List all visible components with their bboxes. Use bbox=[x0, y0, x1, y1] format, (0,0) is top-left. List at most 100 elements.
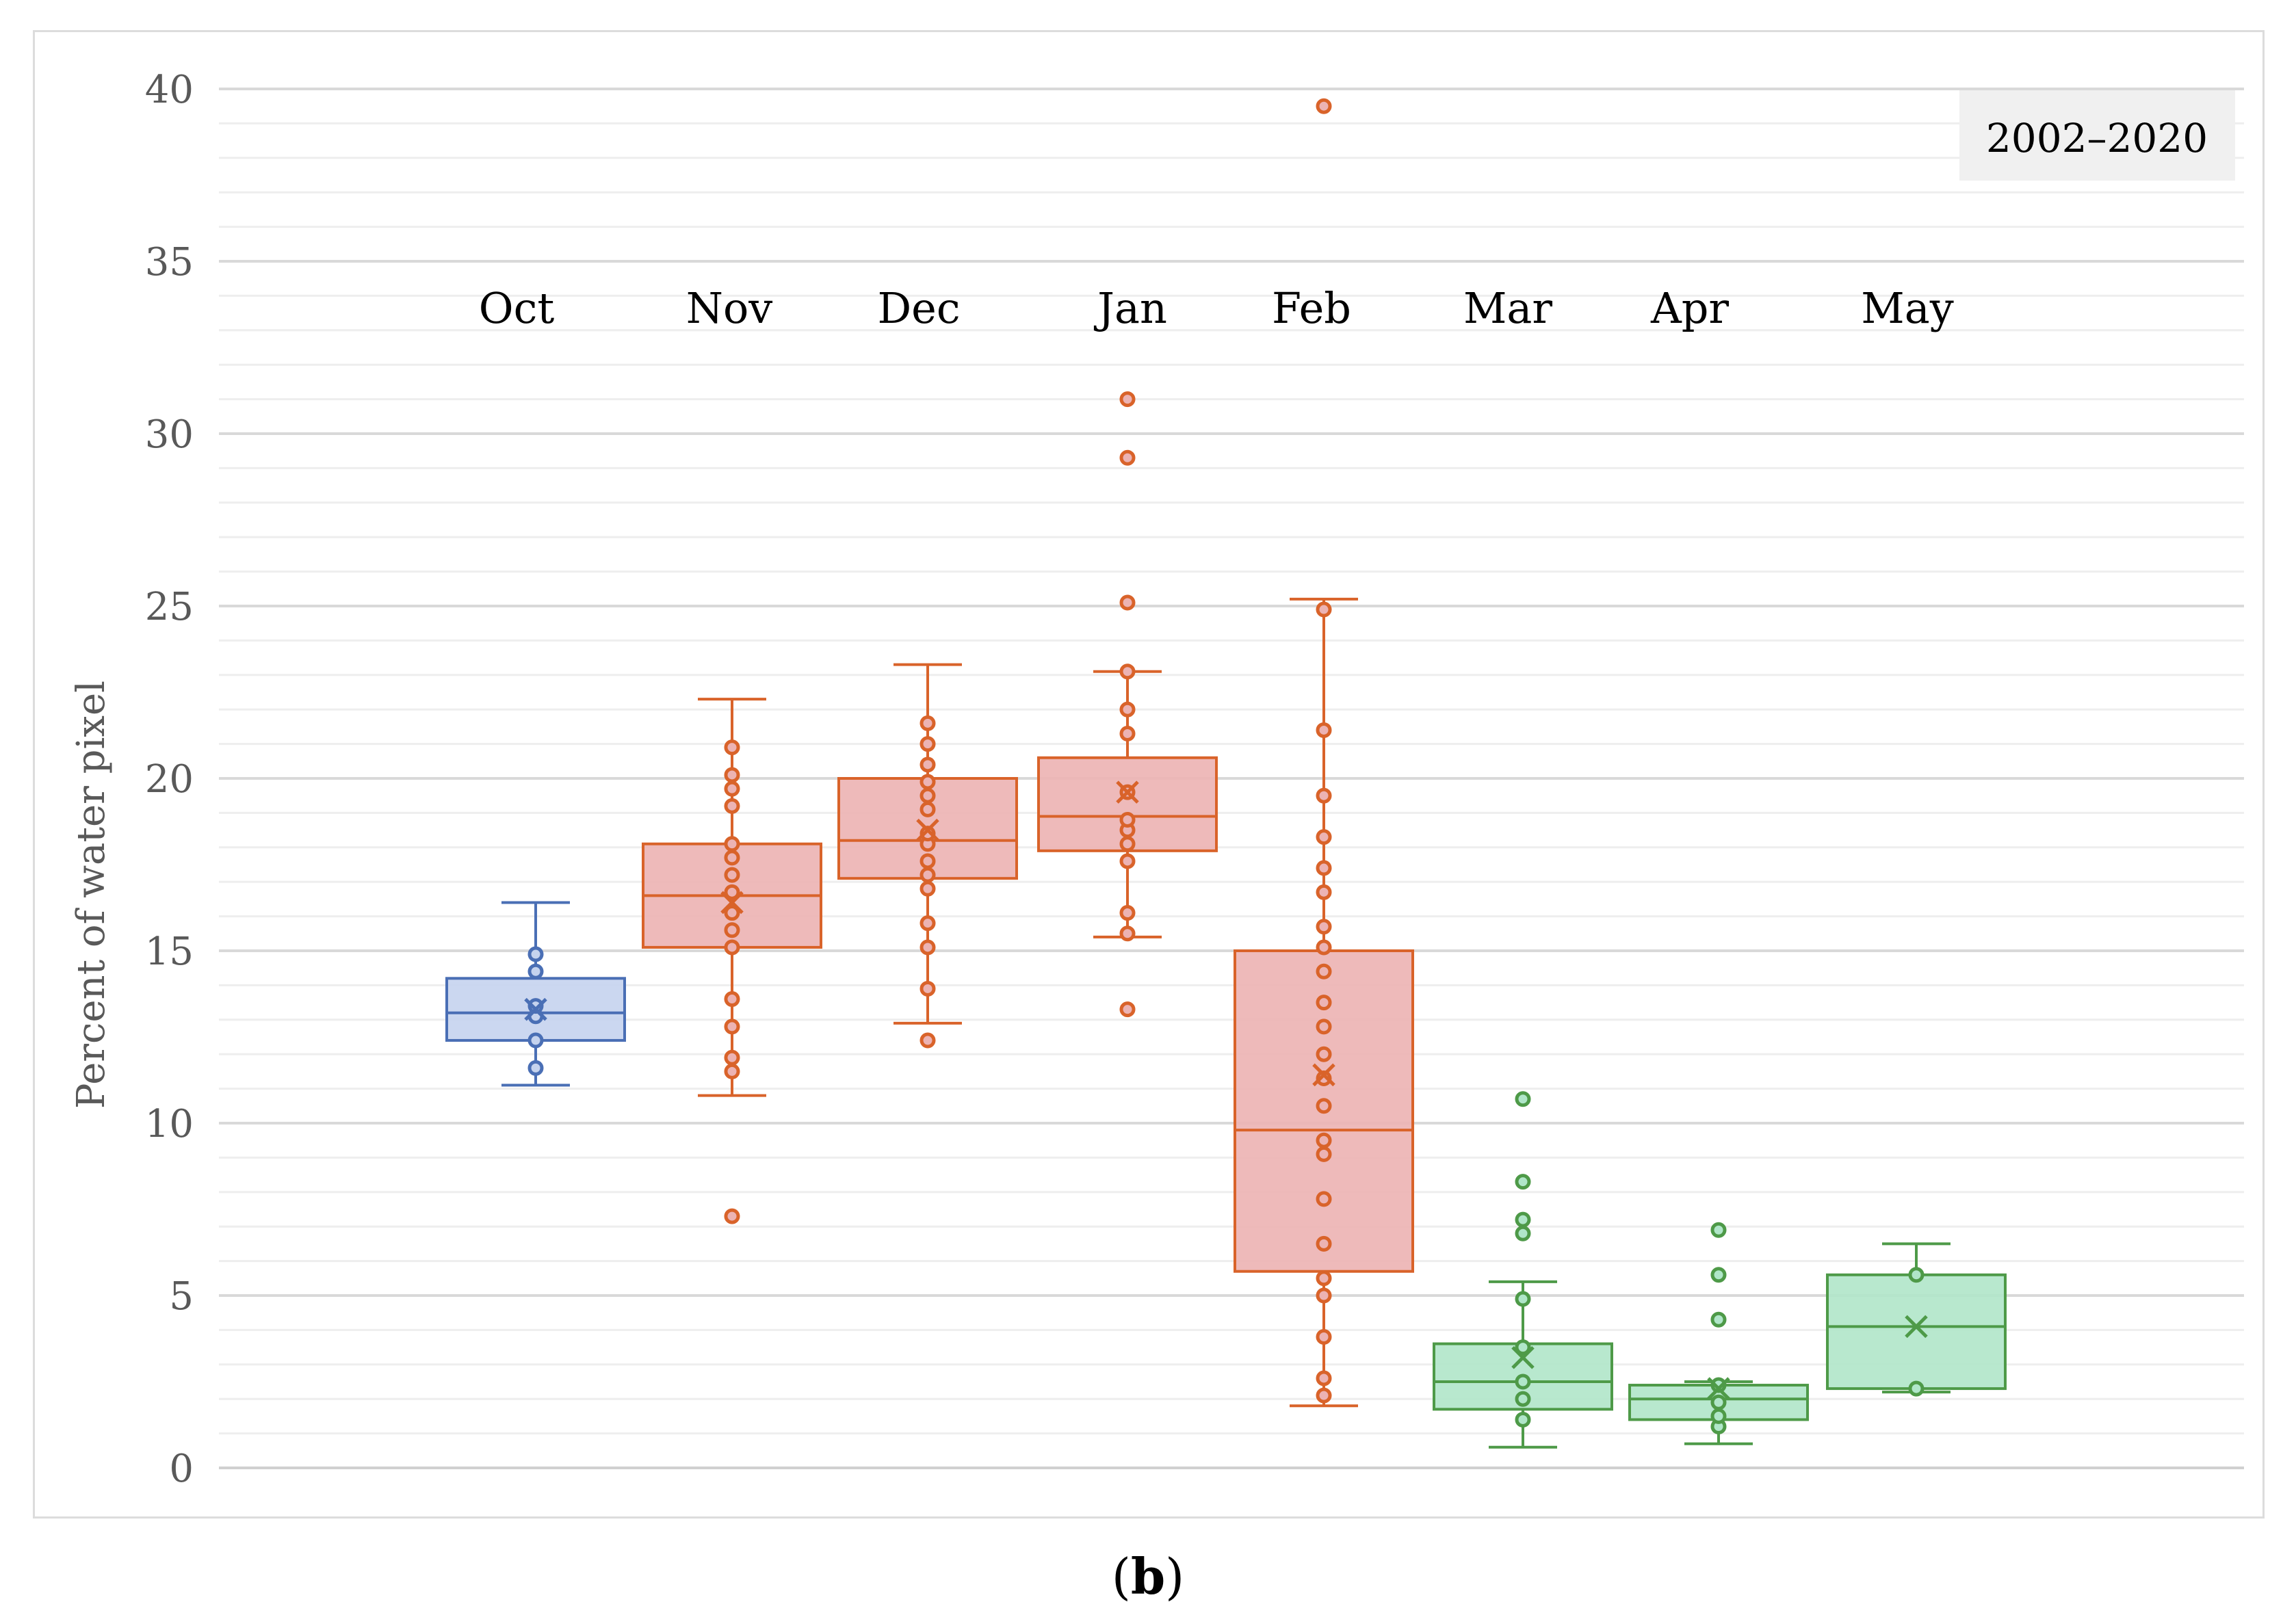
data-point bbox=[1515, 1174, 1531, 1190]
data-point bbox=[1316, 995, 1332, 1011]
data-point bbox=[1316, 1328, 1332, 1345]
data-point bbox=[919, 867, 936, 883]
data-point bbox=[1316, 1270, 1332, 1287]
data-point bbox=[724, 780, 740, 797]
data-point bbox=[1710, 1222, 1727, 1238]
data-point bbox=[1316, 1132, 1332, 1148]
data-point bbox=[1316, 787, 1332, 804]
data-point bbox=[527, 1032, 544, 1049]
data-point bbox=[1316, 860, 1332, 876]
data-point bbox=[1119, 905, 1136, 921]
data-point bbox=[1515, 1211, 1531, 1228]
data-point bbox=[1119, 836, 1136, 852]
y-tick-label: 5 bbox=[169, 1274, 194, 1319]
data-point bbox=[724, 867, 740, 883]
category-label-mar: Mar bbox=[1463, 283, 1552, 333]
data-point bbox=[1316, 884, 1332, 900]
data-point bbox=[1908, 1267, 1925, 1283]
data-point bbox=[724, 798, 740, 814]
data-point bbox=[919, 801, 936, 817]
data-point bbox=[527, 946, 544, 962]
data-point bbox=[1515, 1291, 1531, 1307]
mean-marker bbox=[524, 997, 547, 1021]
data-point bbox=[1710, 1267, 1727, 1283]
data-point bbox=[724, 991, 740, 1008]
data-point bbox=[1710, 1377, 1727, 1393]
category-label-oct: Oct bbox=[479, 283, 555, 333]
data-point bbox=[724, 850, 740, 866]
data-point bbox=[724, 884, 740, 900]
data-point bbox=[919, 939, 936, 956]
data-point bbox=[919, 826, 936, 842]
mean-marker bbox=[1511, 1345, 1535, 1369]
data-point bbox=[919, 980, 936, 997]
mean-marker bbox=[1707, 1377, 1730, 1400]
data-point bbox=[919, 880, 936, 897]
data-point bbox=[919, 715, 936, 731]
data-point bbox=[724, 836, 740, 852]
box-may bbox=[1826, 1273, 2007, 1391]
y-axis-label: Percent of water pixel bbox=[69, 681, 114, 1109]
mean-marker bbox=[720, 891, 744, 915]
data-point bbox=[527, 1060, 544, 1076]
data-point bbox=[1515, 1091, 1531, 1107]
data-point bbox=[1316, 1235, 1332, 1252]
data-point bbox=[919, 774, 936, 790]
data-point bbox=[724, 939, 740, 956]
data-point bbox=[1316, 939, 1332, 956]
data-point bbox=[1908, 1380, 1925, 1397]
data-point bbox=[724, 1018, 740, 1035]
y-tick-label: 30 bbox=[145, 412, 194, 457]
data-point bbox=[1515, 1373, 1531, 1390]
data-point bbox=[1316, 829, 1332, 845]
data-point bbox=[919, 915, 936, 932]
data-point bbox=[1316, 1191, 1332, 1207]
data-point bbox=[1119, 701, 1136, 718]
mean-marker bbox=[1312, 1063, 1335, 1087]
caption-close: ) bbox=[1165, 1548, 1185, 1605]
category-label-feb: Feb bbox=[1272, 283, 1351, 333]
y-tick-label: 0 bbox=[169, 1447, 194, 1491]
category-label-jan: Jan bbox=[1093, 283, 1167, 333]
mean-marker bbox=[1905, 1315, 1928, 1339]
category-label-apr: Apr bbox=[1650, 283, 1729, 333]
figure-caption: (b) bbox=[0, 1547, 2296, 1605]
data-point bbox=[1119, 449, 1136, 466]
data-point bbox=[1316, 919, 1332, 935]
data-point bbox=[1515, 1225, 1531, 1241]
y-tick-label: 20 bbox=[145, 757, 194, 802]
caption-open: ( bbox=[1111, 1548, 1131, 1605]
data-point bbox=[1316, 1370, 1332, 1386]
data-point bbox=[1316, 98, 1332, 114]
category-label-dec: Dec bbox=[877, 283, 960, 333]
data-point bbox=[724, 739, 740, 756]
category-label-may: May bbox=[1861, 283, 1953, 333]
data-point bbox=[919, 736, 936, 752]
data-point bbox=[1119, 811, 1136, 828]
data-point bbox=[919, 757, 936, 773]
data-point bbox=[1119, 925, 1136, 942]
data-point bbox=[527, 963, 544, 980]
data-point bbox=[1316, 601, 1332, 618]
category-label-nov: Nov bbox=[686, 283, 773, 333]
data-point bbox=[1119, 391, 1136, 408]
data-point bbox=[1710, 1311, 1727, 1328]
data-point bbox=[919, 1032, 936, 1049]
data-point bbox=[1710, 1394, 1727, 1410]
legend-text: 2002–2020 bbox=[1986, 115, 2208, 161]
data-point bbox=[1316, 1046, 1332, 1062]
data-point bbox=[724, 922, 740, 938]
y-tick-label: 25 bbox=[145, 585, 194, 629]
y-tick-label: 15 bbox=[145, 930, 194, 974]
data-point bbox=[1119, 663, 1136, 680]
data-point bbox=[1316, 1098, 1332, 1114]
data-point bbox=[724, 1049, 740, 1066]
data-point bbox=[919, 853, 936, 869]
data-point bbox=[1316, 1146, 1332, 1162]
y-tick-label: 40 bbox=[145, 68, 194, 112]
data-point bbox=[724, 1208, 740, 1224]
data-point bbox=[724, 767, 740, 783]
y-tick-label: 35 bbox=[145, 240, 194, 285]
y-tick-label: 10 bbox=[145, 1102, 194, 1146]
